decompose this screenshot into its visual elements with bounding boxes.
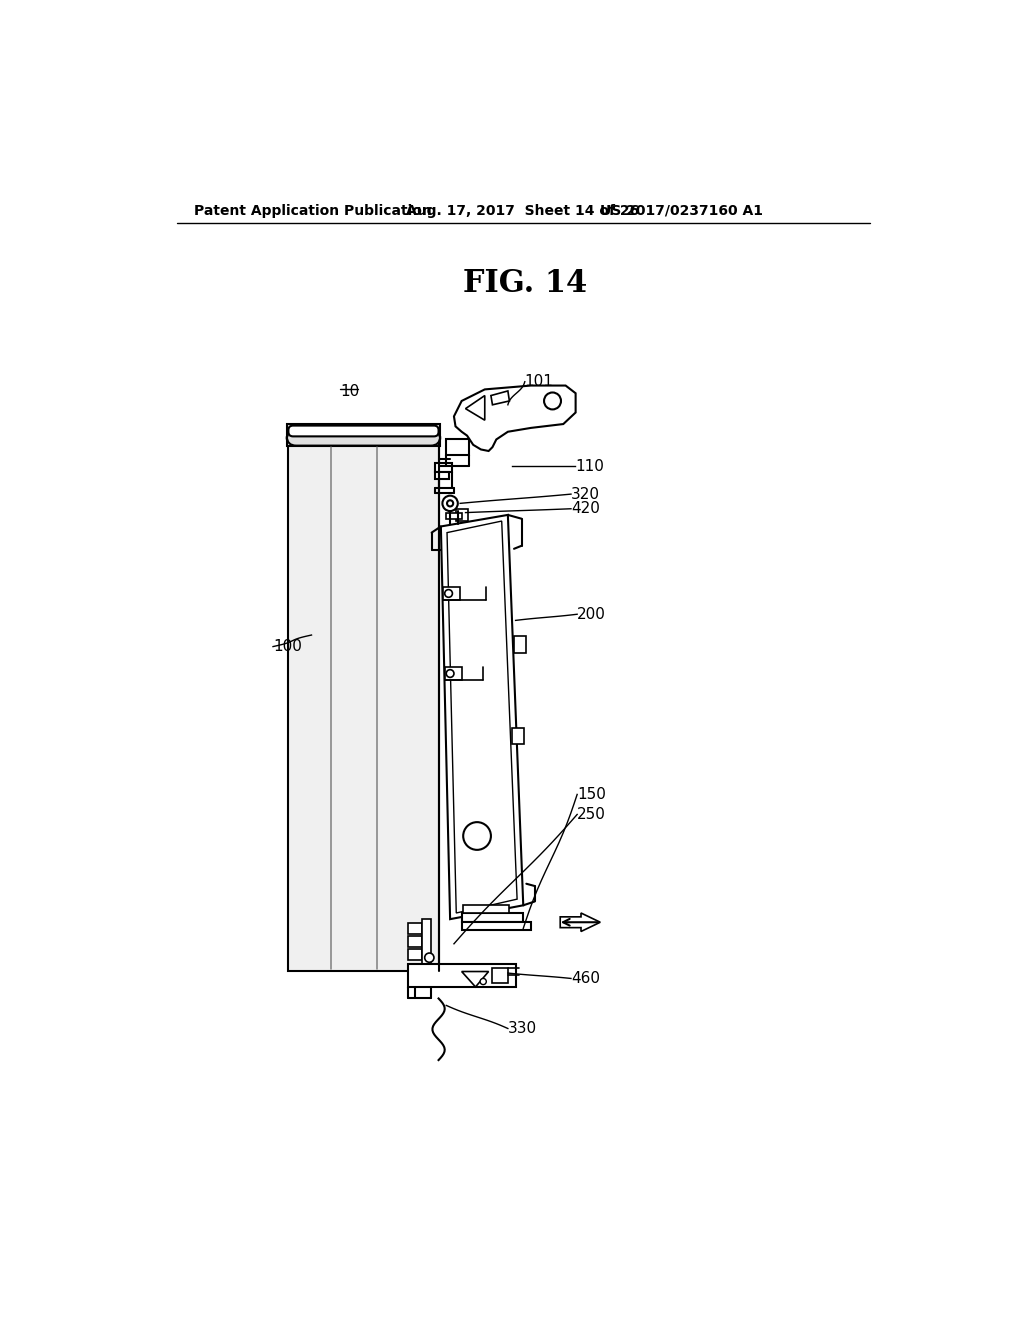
Circle shape [447, 500, 454, 507]
Text: 200: 200 [578, 607, 606, 622]
Bar [446, 440, 469, 455]
Text: FIG. 14: FIG. 14 [463, 268, 587, 298]
Bar [463, 906, 509, 913]
Bar [446, 512, 462, 519]
Circle shape [480, 978, 486, 985]
Text: 330: 330 [508, 1020, 537, 1036]
Bar [408, 923, 422, 933]
Bar [422, 919, 431, 964]
FancyBboxPatch shape [287, 430, 440, 446]
Polygon shape [454, 385, 575, 451]
Circle shape [444, 590, 453, 597]
Polygon shape [490, 391, 509, 405]
Bar [512, 729, 524, 743]
FancyBboxPatch shape [289, 425, 438, 437]
Text: 460: 460 [571, 972, 600, 986]
Bar [462, 913, 523, 923]
Text: 110: 110 [574, 459, 604, 474]
Text: US 2017/0237160 A1: US 2017/0237160 A1 [600, 203, 763, 218]
Text: Patent Application Publication: Patent Application Publication [194, 203, 431, 218]
Bar [408, 949, 422, 960]
Bar [435, 471, 449, 479]
Circle shape [442, 496, 458, 511]
Circle shape [425, 953, 434, 962]
Text: 320: 320 [571, 487, 600, 502]
Bar [408, 936, 422, 946]
Bar [456, 508, 468, 521]
Text: 100: 100 [273, 639, 302, 655]
Bar [514, 636, 526, 653]
Bar [435, 462, 452, 471]
Bar [289, 433, 438, 970]
Text: 150: 150 [578, 787, 606, 803]
Circle shape [446, 669, 454, 677]
Polygon shape [462, 972, 488, 987]
Polygon shape [560, 913, 600, 932]
Polygon shape [441, 515, 523, 919]
Circle shape [463, 822, 490, 850]
Text: 101: 101 [524, 374, 554, 389]
Bar [408, 964, 515, 987]
Polygon shape [466, 396, 484, 420]
Text: 10: 10 [340, 384, 359, 399]
Text: 250: 250 [578, 807, 606, 822]
Text: 420: 420 [571, 502, 600, 516]
Text: Aug. 17, 2017  Sheet 14 of 26: Aug. 17, 2017 Sheet 14 of 26 [407, 203, 639, 218]
Bar [287, 424, 440, 446]
Circle shape [544, 392, 561, 409]
Bar [493, 968, 508, 983]
Bar [444, 667, 462, 681]
Bar [462, 923, 531, 929]
Bar [443, 586, 460, 601]
